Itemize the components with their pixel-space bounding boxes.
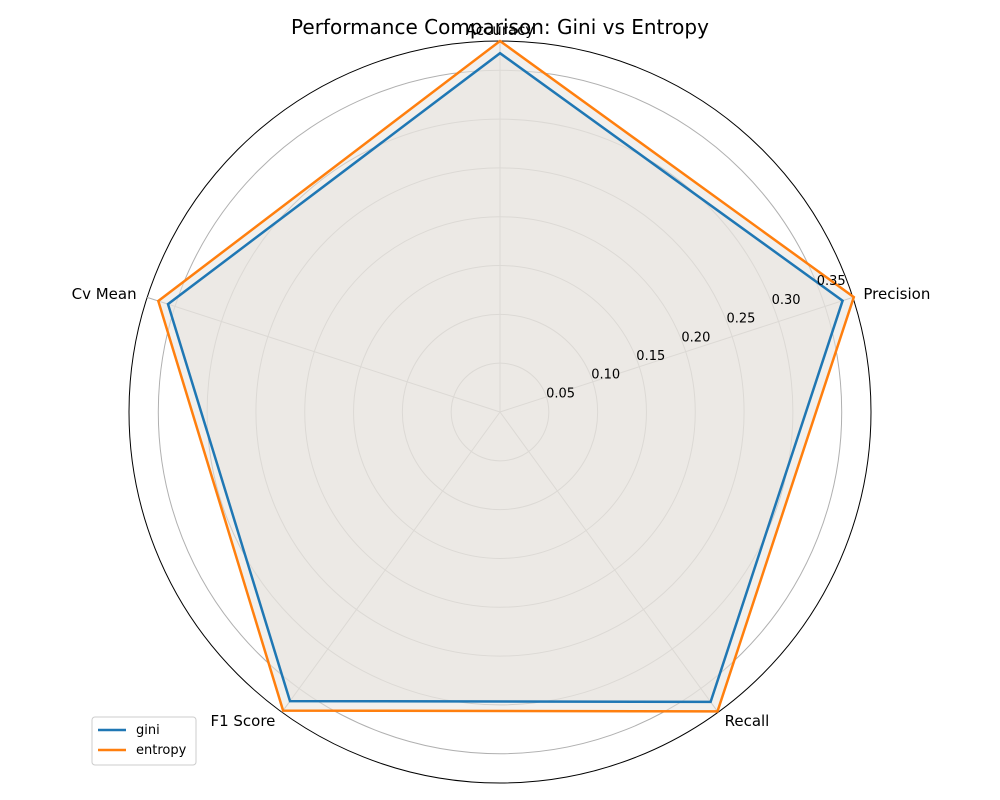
r-tick-label: 0.35 bbox=[817, 274, 846, 289]
r-tick-label: 0.30 bbox=[772, 293, 801, 308]
r-tick-label: 0.25 bbox=[727, 312, 756, 327]
tick-layer: 0.05 0.10 0.15 0.20 0.25 0.30 0.35 bbox=[546, 274, 846, 401]
r-tick-label: 0.15 bbox=[636, 349, 665, 364]
series-layer bbox=[156, 39, 856, 713]
legend-label-gini: gini bbox=[136, 723, 160, 738]
series-line-gini bbox=[166, 51, 845, 704]
r-tick-label: 0.20 bbox=[681, 330, 710, 345]
r-tick-label: 0.05 bbox=[546, 386, 575, 401]
axis-label-cv-mean: Cv Mean bbox=[72, 285, 137, 303]
axis-label-recall: Recall bbox=[725, 712, 770, 730]
series-line-entropy bbox=[156, 39, 856, 713]
legend: gini entropy bbox=[91, 716, 197, 766]
series-fill-entropy bbox=[158, 41, 854, 712]
axis-label-precision: Precision bbox=[863, 285, 930, 303]
axis-label-layer: Accuracy Precision Recall F1 Score Cv Mean bbox=[72, 21, 931, 730]
r-tick-label: 0.10 bbox=[591, 368, 620, 383]
axis-label-f1-score: F1 Score bbox=[210, 712, 275, 730]
chart-title: Performance Comparison: Gini vs Entropy bbox=[291, 15, 709, 39]
legend-label-entropy: entropy bbox=[136, 743, 187, 758]
fill-layer bbox=[158, 41, 854, 712]
axis-label-accuracy: Accuracy bbox=[466, 21, 535, 39]
